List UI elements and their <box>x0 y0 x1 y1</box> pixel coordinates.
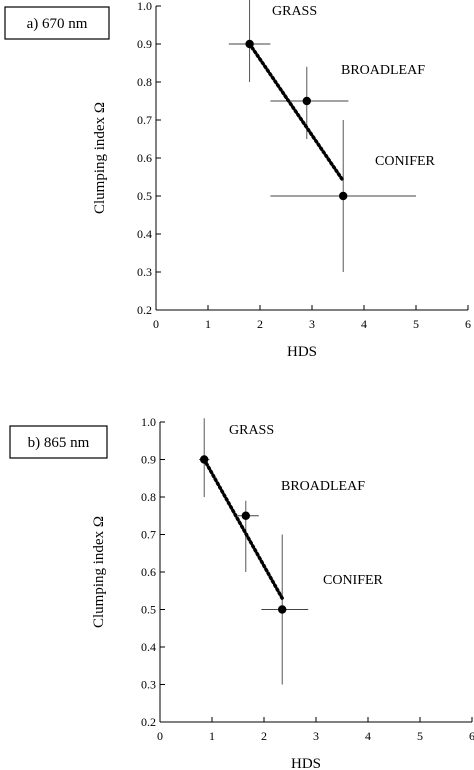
x-tick-label: 0 <box>153 317 159 331</box>
category-label-conifer: CONIFER <box>323 573 384 588</box>
y-tick-label: 0.6 <box>141 565 156 579</box>
data-point-broadleaf <box>302 96 311 106</box>
x-tick-label: 4 <box>365 729 371 743</box>
data-point-grass <box>200 455 209 464</box>
data-point-grass <box>245 39 254 49</box>
y-tick-label: 0.6 <box>137 151 152 165</box>
y-tick-label: 0.2 <box>137 303 152 317</box>
category-label-grass: GRASS <box>229 423 274 438</box>
x-axis-label: HDS <box>287 344 317 360</box>
y-tick-label: 0.2 <box>141 715 156 729</box>
y-tick-label: 0.5 <box>137 189 152 203</box>
y-tick-label: 0.7 <box>141 528 156 542</box>
x-tick-label: 1 <box>209 729 215 743</box>
chart-panel-1: a) 670 nm 0.2 0.3 0.4 0.5 0.6 0.7 0.8 0.9 1.0 0 1 2 3… <box>4 0 471 360</box>
panel-label: a) 670 nm <box>27 16 88 32</box>
x-tick-label: 4 <box>361 317 367 331</box>
y-tick-label: 1.0 <box>137 0 152 13</box>
x-tick-label: 3 <box>313 729 319 743</box>
category-label-conifer: CONIFER <box>375 154 436 169</box>
y-tick-label: 0.9 <box>141 453 156 467</box>
x-tick-label: 5 <box>417 729 423 743</box>
chart-panel-2: b) 865 nm 0.2 0.3 0.4 0.5 0.6 0.7 0.8 0.9 1.0 0 1 2 3… <box>9 415 474 770</box>
x-tick-label: 3 <box>309 317 315 331</box>
y-tick-label: 0.4 <box>141 640 156 654</box>
category-label-broadleaf: BROADLEAF <box>341 63 425 78</box>
x-tick-label: 5 <box>413 317 419 331</box>
x-tick-label: 2 <box>261 729 267 743</box>
panel-label-box <box>4 6 110 40</box>
y-tick-label: 0.4 <box>137 227 152 241</box>
panel-label: b) 865 nm <box>28 435 90 451</box>
data-point-conifer <box>339 191 348 201</box>
y-tick-label: 1.0 <box>141 415 156 429</box>
category-label-broadleaf: BROADLEAF <box>281 479 365 494</box>
y-axis-label: Clumping index Ω <box>91 516 107 628</box>
trend-line <box>247 42 345 183</box>
data-point-broadleaf <box>241 511 250 520</box>
y-tick-label: 0.9 <box>137 37 152 51</box>
y-tick-label: 0.3 <box>137 265 152 279</box>
y-axis-label: Clumping index Ω <box>92 102 108 214</box>
category-label-grass: GRASS <box>272 4 317 19</box>
x-axis-label: HDS <box>291 756 321 770</box>
x-tick-label: 1 <box>205 317 211 331</box>
panel-label-box <box>9 425 108 459</box>
trend-line <box>202 457 284 600</box>
data-point-conifer <box>278 605 287 614</box>
y-tick-label: 0.3 <box>141 678 156 692</box>
y-tick-label: 0.8 <box>137 75 152 89</box>
y-tick-label: 0.7 <box>137 113 152 127</box>
x-tick-label: 6 <box>469 729 474 743</box>
y-tick-label: 0.8 <box>141 490 156 504</box>
x-tick-label: 6 <box>465 317 471 331</box>
x-tick-label: 0 <box>157 729 163 743</box>
x-tick-label: 2 <box>257 317 263 331</box>
y-tick-label: 0.5 <box>141 603 156 617</box>
